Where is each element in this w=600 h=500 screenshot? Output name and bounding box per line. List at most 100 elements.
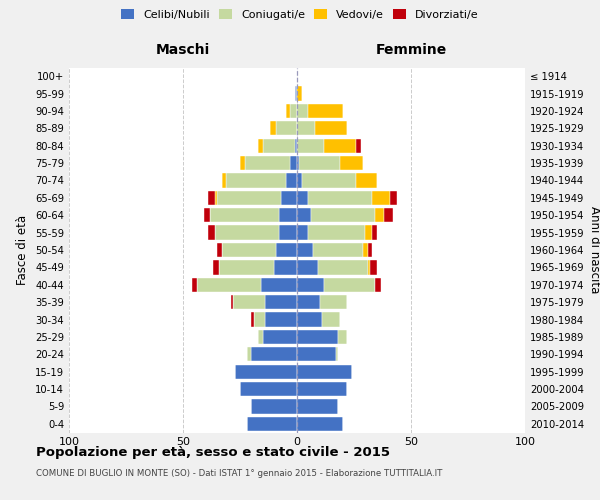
Bar [322,312,340,326]
Bar [208,190,215,205]
Bar [297,138,325,153]
Bar [297,312,322,326]
Bar [274,260,297,274]
Bar [251,347,297,362]
Y-axis label: Anni di nascita: Anni di nascita [588,206,600,294]
Bar [297,121,315,136]
Bar [247,416,297,431]
Bar [265,295,297,310]
Bar [308,104,343,118]
Bar [217,243,222,257]
Bar [338,330,347,344]
Bar [297,104,308,118]
Bar [368,243,372,257]
Bar [277,121,297,136]
Bar [320,295,347,310]
Bar [297,86,302,101]
Bar [240,382,297,396]
Text: Popolazione per età, sesso e stato civile - 2015: Popolazione per età, sesso e stato civil… [36,446,390,459]
Bar [247,347,251,362]
Bar [286,104,290,118]
Bar [311,208,374,222]
Bar [263,138,295,153]
Bar [308,190,372,205]
Bar [365,226,372,239]
Bar [231,295,233,310]
Bar [313,243,363,257]
Bar [263,330,297,344]
Bar [212,260,220,274]
Bar [251,400,297,413]
Bar [315,121,347,136]
Bar [368,260,370,274]
Bar [222,174,226,188]
Bar [269,121,277,136]
Bar [211,208,279,222]
Bar [226,174,286,188]
Bar [297,226,308,239]
Bar [220,260,274,274]
Bar [233,295,265,310]
Bar [297,278,325,292]
Bar [281,190,297,205]
Bar [308,226,365,239]
Bar [356,174,377,188]
Bar [235,364,297,379]
Bar [297,243,313,257]
Bar [297,382,347,396]
Bar [297,347,336,362]
Bar [277,243,297,257]
Bar [297,208,311,222]
Bar [251,312,254,326]
Bar [302,174,356,188]
Bar [265,312,297,326]
Bar [245,156,290,170]
Bar [383,208,393,222]
Bar [336,347,338,362]
Bar [295,138,297,153]
Bar [340,156,363,170]
Bar [297,190,308,205]
Bar [325,278,374,292]
Bar [290,104,297,118]
Bar [391,190,397,205]
Bar [297,156,299,170]
Bar [297,400,338,413]
Bar [297,416,343,431]
Bar [297,330,338,344]
Text: Maschi: Maschi [156,43,210,57]
Bar [356,138,361,153]
Text: COMUNE DI BUGLIO IN MONTE (SO) - Dati ISTAT 1° gennaio 2015 - Elaborazione TUTTI: COMUNE DI BUGLIO IN MONTE (SO) - Dati IS… [36,469,442,478]
Bar [295,86,297,101]
Bar [258,138,263,153]
Bar [374,208,383,222]
Bar [208,226,215,239]
Bar [290,156,297,170]
Bar [317,260,368,274]
Bar [222,243,277,257]
Bar [260,278,297,292]
Bar [279,208,297,222]
Bar [279,226,297,239]
Text: Femmine: Femmine [376,43,446,57]
Bar [240,156,245,170]
Bar [297,260,317,274]
Bar [297,295,320,310]
Bar [374,278,382,292]
Bar [203,208,211,222]
Bar [363,243,368,257]
Bar [370,260,377,274]
Bar [258,330,263,344]
Bar [372,226,377,239]
Bar [299,156,340,170]
Bar [254,312,265,326]
Bar [197,278,260,292]
Bar [325,138,356,153]
Y-axis label: Fasce di età: Fasce di età [16,215,29,285]
Bar [217,190,281,205]
Bar [297,174,302,188]
Bar [215,190,217,205]
Bar [192,278,197,292]
Bar [372,190,391,205]
Legend: Celibi/Nubili, Coniugati/e, Vedovi/e, Divorziati/e: Celibi/Nubili, Coniugati/e, Vedovi/e, Di… [118,6,482,23]
